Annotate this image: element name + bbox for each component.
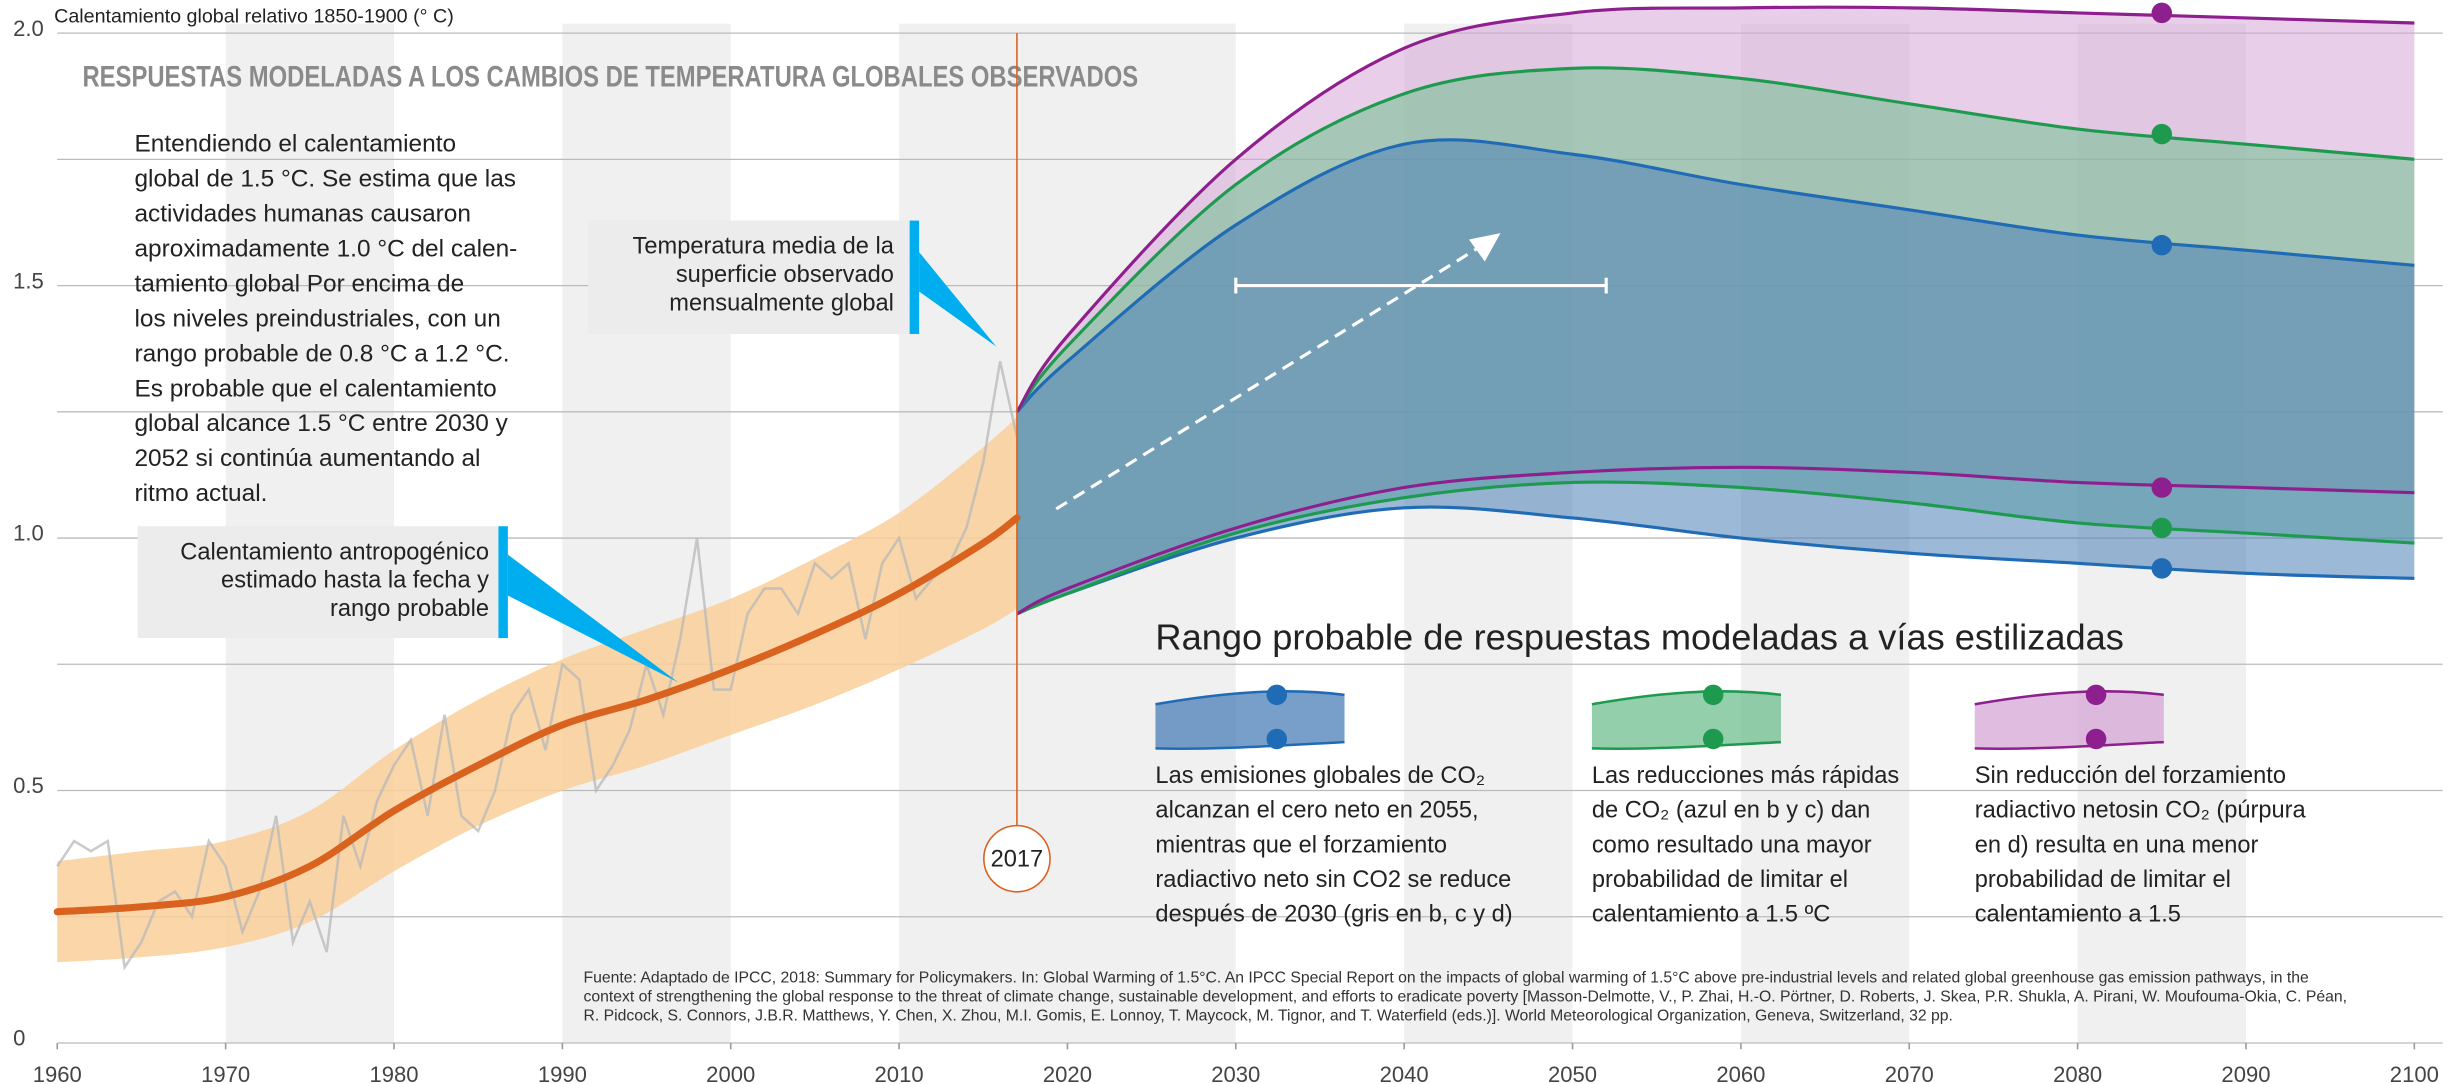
legend-text: calentamiento a 1.5 [1975, 902, 2181, 928]
x-tick-label: 1970 [201, 1062, 250, 1084]
x-tick-label: 2080 [2053, 1062, 2102, 1084]
x-tick-label: 1990 [538, 1062, 587, 1084]
x-tick-label: 2010 [875, 1062, 924, 1084]
y-tick-label: 2.0 [13, 16, 44, 41]
annotation-text: Es probable que el calentamiento [134, 375, 496, 402]
legend-dot [2085, 728, 2107, 750]
arrow-head [1468, 233, 1501, 262]
x-tick-label: 2070 [1885, 1062, 1934, 1084]
legend-swatch-edge [1155, 690, 1345, 750]
x-tick-label: 1980 [369, 1062, 418, 1084]
anthropogenic-line [53, 514, 1021, 916]
legend-text: Las reducciones más rápidas [1592, 763, 1899, 789]
scenario-marker [2151, 558, 2173, 579]
y-tick-label: 1.0 [13, 521, 44, 546]
callout-text: Calentamiento antropogénico [180, 539, 489, 565]
scenario-marker [2151, 477, 2173, 498]
x-tick-label: 2100 [2390, 1062, 2439, 1084]
chart-title: RESPUESTAS MODELADAS A LOS CAMBIOS DE TE… [82, 61, 1138, 94]
year-marker-label: 2017 [991, 847, 1044, 873]
annotation-text: tamiento global Por encima de [134, 270, 464, 297]
x-tick-label: 2050 [1548, 1062, 1597, 1084]
y-tick-label: 0.5 [13, 773, 44, 798]
legend-text: probabilidad de limitar el [1592, 867, 1848, 893]
legend-dot [1266, 684, 1288, 706]
annotation-text: rango probable de 0.8 °C a 1.2 °C. [134, 340, 509, 367]
annotation-text: global alcance 1.5 °C entre 2030 y [134, 410, 508, 437]
legend-dot [1266, 728, 1288, 750]
year-marker-circle [983, 824, 1051, 893]
scenario-marker [2151, 234, 2173, 256]
y-tick-label: 0 [13, 1026, 25, 1051]
x-tick-label: 1960 [33, 1062, 82, 1084]
legend-swatch-edge [1974, 690, 2164, 750]
legend-dot [2085, 684, 2107, 706]
legend-text: probabilidad de limitar el [1975, 867, 2231, 893]
x-tick-label: 2090 [2221, 1062, 2270, 1084]
x-tick-label: 2020 [1043, 1062, 1092, 1084]
scenario-marker [2151, 123, 2173, 145]
annotation-text: aproximadamente 1.0 °C del calen- [134, 235, 517, 262]
x-tick-label: 2060 [1716, 1062, 1765, 1084]
legend-text: de CO₂ (azul en b y c) dan [1592, 798, 1870, 824]
annotation-text: 2052 si continúa aumentando al [134, 445, 480, 472]
callout-text: mensualmente global [669, 290, 894, 316]
legend-text: en d) resulta en una menor [1975, 832, 2259, 858]
legend-text: radiactivo neto sin CO2 se reduce [1155, 867, 1511, 893]
scenario-marker [2151, 2, 2173, 24]
annotation-text: global de 1.5 °C. Se estima que las [134, 165, 516, 192]
likely-range-band [57, 416, 1017, 963]
annotation-text: Entendiendo el calentamiento [134, 130, 456, 157]
x-tick-label: 2030 [1211, 1062, 1260, 1084]
legend-dot [1702, 684, 1724, 706]
callout-box [137, 526, 499, 639]
callout-text: superficie observado [676, 262, 894, 288]
callout-text: estimado hasta la fecha y [221, 568, 489, 594]
scenario-marker [2151, 517, 2173, 539]
x-tick-label: 2000 [706, 1062, 755, 1084]
y-tick-label: 1.5 [13, 268, 44, 293]
source-text: R. Pidcock, S. Connors, J.B.R. Matthews,… [584, 1007, 1953, 1024]
legend-text: Las emisiones globales de CO₂ [1155, 763, 1485, 789]
decade-band [562, 23, 731, 1044]
annotation-text: los niveles preindustriales, con un [134, 305, 500, 332]
legend-text: como resultado una mayor [1592, 832, 1872, 858]
legend-text: calentamiento a 1.5 ºC [1592, 902, 1830, 928]
annotation-text: ritmo actual. [134, 480, 267, 507]
x-tick-label: 2040 [1380, 1062, 1429, 1084]
legend-swatch [1974, 691, 2164, 749]
source-text: Fuente: Adaptado de IPCC, 2018: Summary … [584, 970, 2310, 987]
overlay: Calentamiento global relativo 1850-1900 … [13, 6, 2439, 1084]
callout-bar [909, 220, 920, 335]
legend-text: radiactivo netosin CO₂ (púrpura [1975, 798, 2307, 824]
legend-text: mientras que el forzamiento [1155, 832, 1447, 858]
legend-swatch [1591, 691, 1781, 749]
legend-title: Rango probable de respuestas modeladas a… [1155, 616, 2123, 657]
callout-text: rango probable [330, 596, 489, 622]
source-text: context of strengthening the global resp… [584, 988, 2347, 1005]
observed-line [56, 361, 1019, 971]
callout-box [588, 220, 912, 335]
callout-bar [498, 526, 508, 639]
plot-area [53, 2, 2415, 971]
callout-pointer [507, 554, 679, 683]
legend-text: alcanzan el cero neto en 2055, [1155, 798, 1478, 824]
trend-arrow [1055, 244, 1483, 511]
legend-swatch-edge [1591, 690, 1782, 750]
legend-dot [1702, 728, 1724, 750]
y-axis-label: Calentamiento global relativo 1850-1900 … [54, 6, 454, 28]
legend-text: después de 2030 (gris en b, c y d) [1155, 902, 1512, 928]
legend-swatch [1155, 691, 1345, 749]
legend-text: Sin reducción del forzamiento [1975, 763, 2286, 789]
callout-text: Temperatura media de la [633, 234, 895, 260]
annotation-text: actividades humanas causaron [134, 200, 470, 227]
